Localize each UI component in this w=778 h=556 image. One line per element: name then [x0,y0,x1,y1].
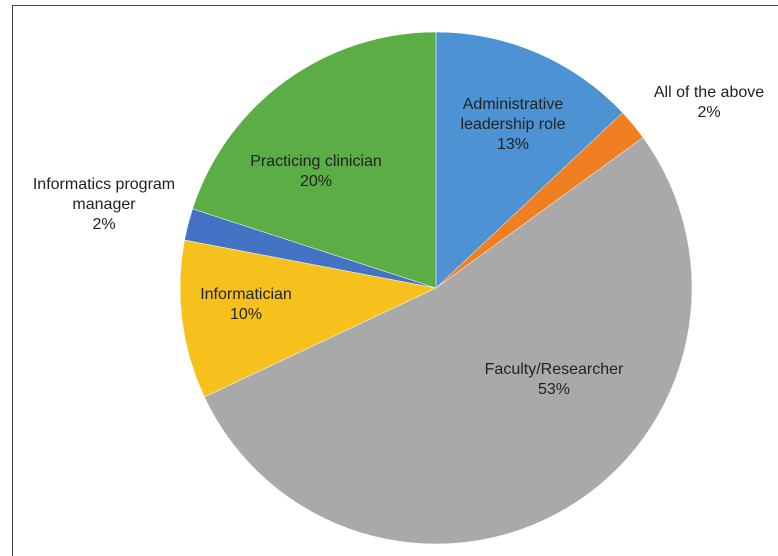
frame [12,5,778,556]
slice-name: All of the above [653,84,765,101]
slice-value: 10% [229,306,263,323]
slice-label: Informatics program manager 2% [24,175,184,235]
slice-value: 13% [496,136,530,153]
slice-label: Administrative leadership role 13% [438,95,588,155]
slice-value: 20% [299,173,333,190]
slice-name: Informatician [200,286,292,303]
pie-slice [435,31,623,289]
slice-value: 53% [537,381,571,398]
slice-name: Practicing clinician [250,153,382,170]
slice-label: All of the above 2% [634,83,778,123]
pie-slice [179,239,437,398]
slice-name: Informatics program manager [32,176,176,213]
pie-slice [192,31,437,289]
slice-value: 2% [92,216,116,233]
slice-label: Informatician 10% [171,285,321,325]
slice-label: Practicing clinician 20% [241,152,391,192]
slice-name: Administrative leadership role [460,96,566,133]
slice-value: 2% [697,104,721,121]
pie-slice [204,137,693,545]
slice-name: Faculty/Researcher [484,361,624,378]
slice-label: Faculty/Researcher 53% [479,360,629,400]
